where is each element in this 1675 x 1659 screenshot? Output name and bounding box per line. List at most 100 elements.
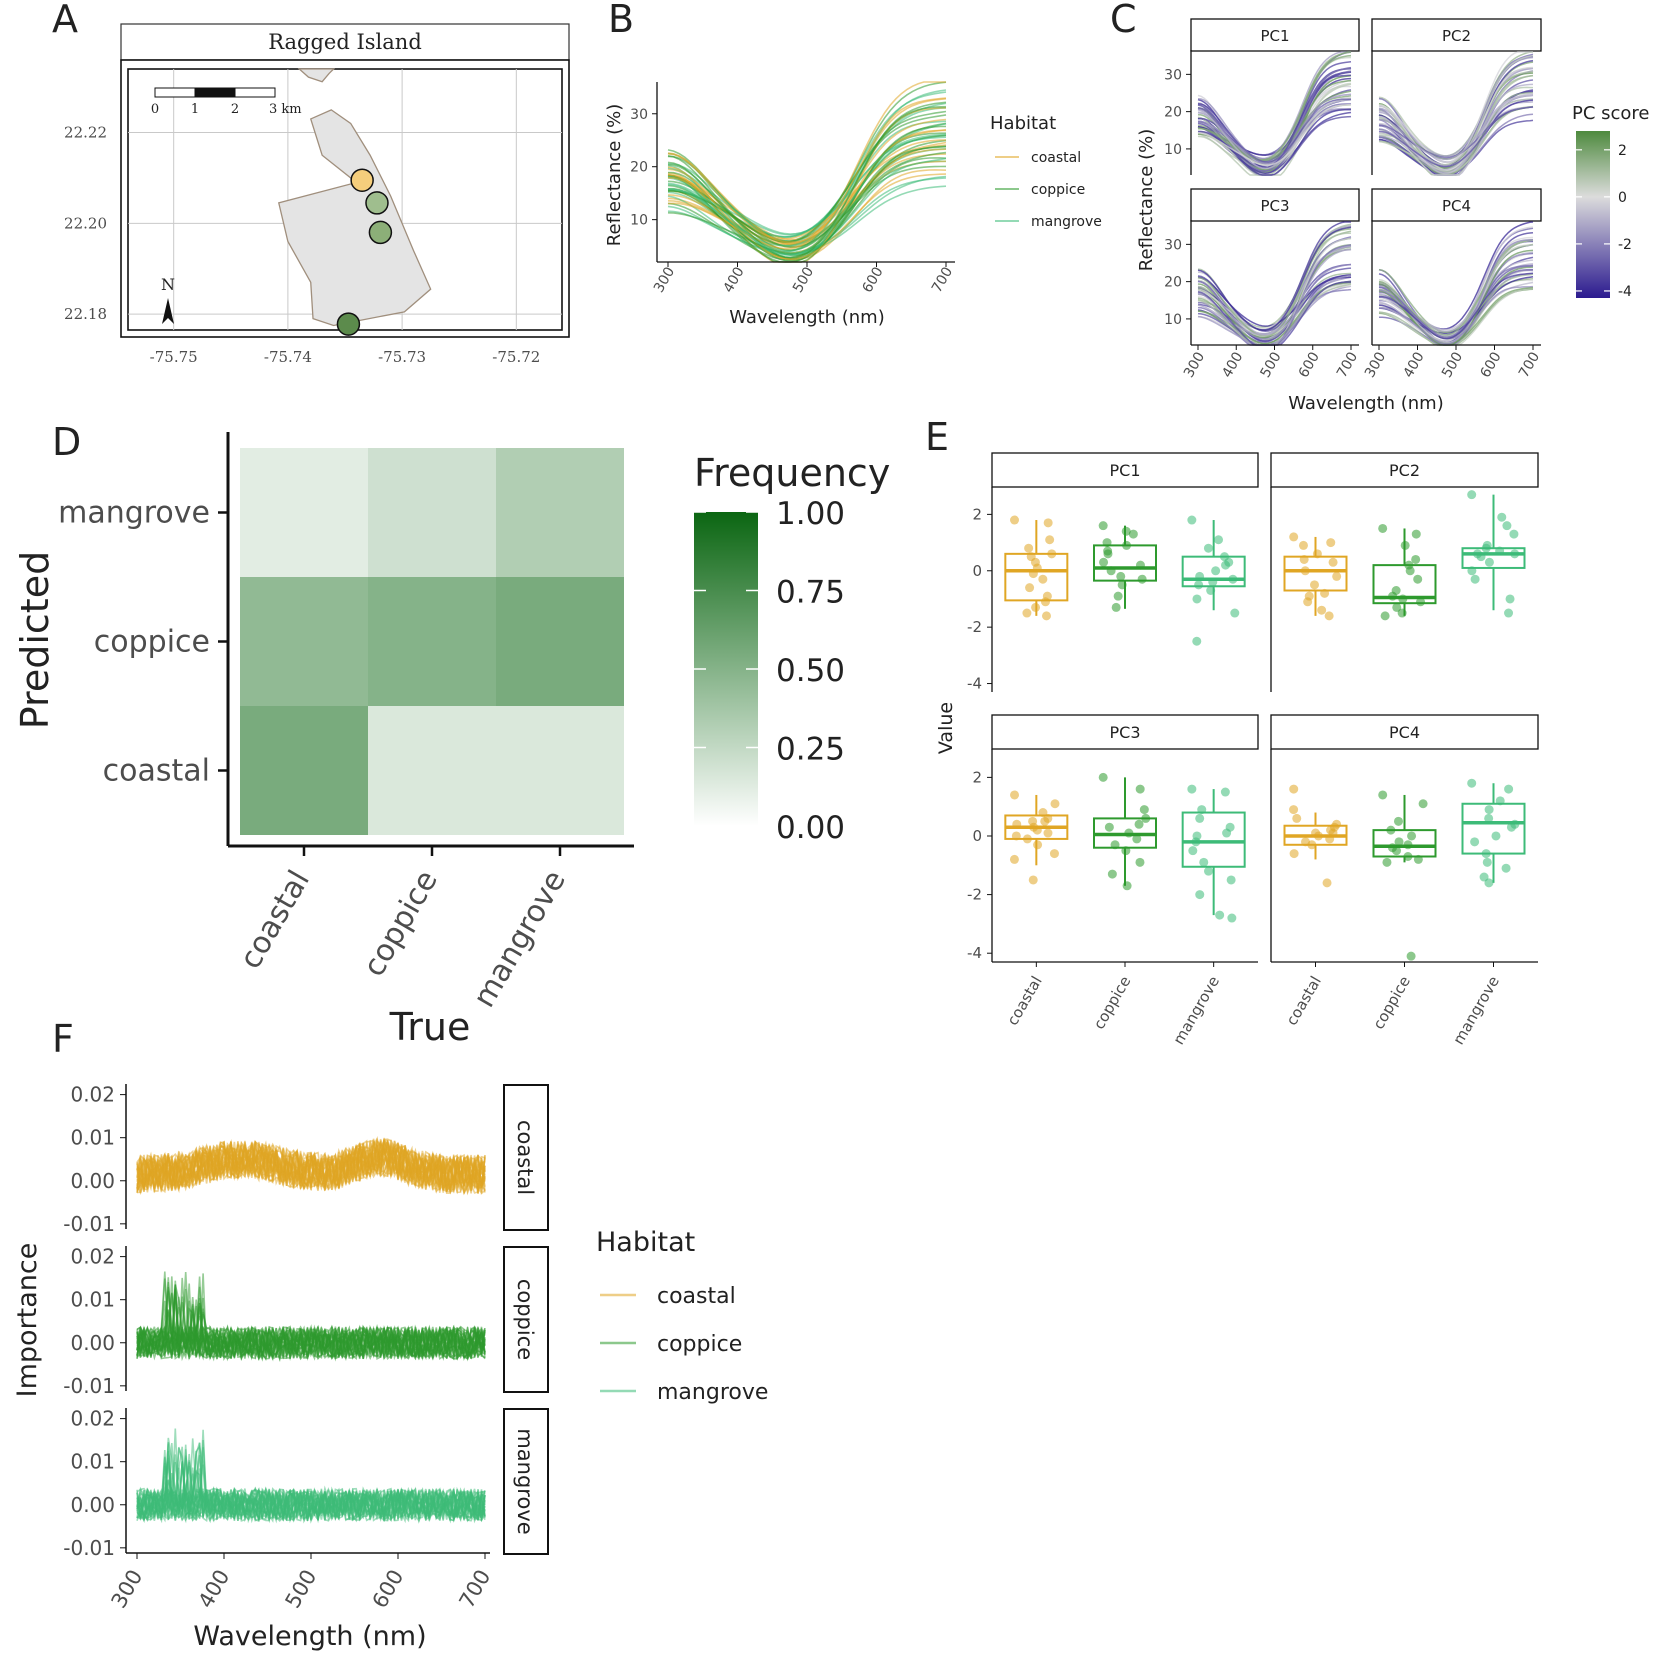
d-x-tick-label-mangrove: mangrove: [467, 865, 573, 1014]
e-point-0: [1098, 772, 1108, 782]
e-point-5: [1481, 543, 1491, 553]
e-point-13: [1121, 526, 1131, 536]
e-facet-PC4: PC4 coastal coppice mangrove: [1270, 714, 1539, 1048]
d-cell-coastal-coppice: [240, 577, 368, 706]
d-y-label: Predicted: [13, 551, 57, 729]
e-point-0: [1467, 490, 1477, 500]
c-curve-35: [1378, 239, 1534, 336]
e-box-body: [1004, 552, 1069, 602]
e-point-0: [1098, 521, 1108, 531]
d-x-tick-label-coastal: coastal: [233, 865, 317, 975]
e-point-9: [1204, 866, 1214, 876]
e-point-0: [1289, 532, 1299, 542]
e-point-3: [1411, 554, 1421, 564]
e-point-1: [1214, 535, 1224, 545]
island-polygon-0: [277, 109, 432, 327]
e-point-10: [1226, 875, 1236, 885]
e-y-tick-label-0: 2: [972, 505, 982, 523]
b-x-tick-label-3: 600: [859, 264, 886, 295]
e-facet-strip-PC1: [991, 452, 1259, 488]
d-legend-title: Frequency: [694, 451, 890, 495]
c-facet-PC1: PC1 10 20 30: [1164, 18, 1360, 176]
c-facet-label-PC3: PC3: [1260, 197, 1289, 215]
b-y-tick-label-2: 30: [630, 107, 648, 123]
e-point-3: [1141, 813, 1151, 823]
f-legend-title: Habitat: [596, 1227, 695, 1258]
f-x-tick-label-2: 500: [280, 1566, 321, 1613]
c-x-tick-label-1: 400: [1219, 349, 1246, 380]
e-point-11: [1040, 597, 1050, 607]
f-y-tick-label-1: 0.01: [70, 1450, 115, 1474]
c-y-tick-label-2: 30: [1164, 67, 1182, 83]
f-y-tick-label-3: -0.01: [63, 1212, 115, 1236]
e-point-0: [1467, 778, 1477, 788]
e-point-1: [1135, 784, 1145, 794]
e-point-9: [1022, 834, 1032, 844]
e-point-0: [1187, 784, 1197, 794]
e-facet-label-PC1: PC1: [1110, 461, 1141, 480]
site-point-1: [365, 191, 389, 215]
e-point-13: [1510, 819, 1520, 829]
e-point-11: [1470, 574, 1480, 584]
e-point-1: [1220, 787, 1230, 797]
b-curve-mangrove-35: [667, 177, 947, 256]
e-point-11: [1289, 849, 1299, 859]
c-y-tick-label-2: 30: [1164, 237, 1182, 253]
e-point-12: [1299, 554, 1309, 564]
e-x-tick-label-mangrove: mangrove: [1170, 973, 1224, 1048]
e-facet-label-PC4: PC4: [1389, 723, 1420, 742]
panel-label-b: B: [608, 0, 634, 41]
d-y-tick-label-coastal: coastal: [103, 754, 210, 789]
e-box-body: [1461, 802, 1526, 855]
e-point-9: [1135, 857, 1145, 867]
e-point-2: [1495, 796, 1505, 806]
d-x-label: True: [389, 1005, 471, 1049]
f-y-tick-label-0: 0.02: [70, 1083, 115, 1107]
map-x-tick-label-3: -75.72: [492, 348, 540, 366]
c-colorbar: [1576, 131, 1610, 298]
e-point-0: [1010, 515, 1020, 525]
map-x-tick-label-0: -75.75: [150, 348, 198, 366]
e-point-15: [1040, 816, 1050, 826]
c-curve-37: [1197, 99, 1352, 170]
e-point-5: [1300, 566, 1310, 576]
e-point-2: [1400, 540, 1410, 550]
e-point-12: [1215, 910, 1225, 920]
e-point-7: [1392, 846, 1402, 856]
e-point-2: [1502, 521, 1512, 531]
b-legend-label-coastal: coastal: [1031, 150, 1081, 166]
importance-panel: 0.02 0.01 0.00 -0.01 coastal 0.02 0.01 0.00 -0.0…: [12, 1083, 768, 1652]
c-colorbar-label-2: -2: [1618, 237, 1632, 253]
panel-label-c: C: [1110, 0, 1137, 41]
e-y-label: Value: [935, 702, 957, 754]
e-point-9: [1482, 857, 1492, 867]
d-cell-coppice-coastal: [368, 706, 496, 835]
e-x-tick-label-coppice: coppice: [1369, 973, 1414, 1032]
e-point-15: [1047, 549, 1057, 559]
e-point-3: [1195, 813, 1205, 823]
d-y-tick-label-mangrove: mangrove: [58, 496, 210, 531]
e-point-13: [1221, 560, 1231, 570]
e-facet-PC2: PC2: [1270, 452, 1539, 692]
e-y-tick-label-3: -4: [967, 675, 982, 693]
e-point-14: [1208, 577, 1218, 587]
confusion-heatmap-panel: coastal coppice mangrovecoastalcoppicemang…: [13, 432, 890, 1049]
c-curve-25: [1197, 248, 1352, 339]
scale-label-2: 2: [231, 102, 239, 117]
e-point-11: [1113, 591, 1123, 601]
f-curve-28: [136, 1293, 486, 1361]
e-point-4: [1104, 822, 1114, 832]
map-title-strip: [120, 23, 570, 61]
e-facet-label-PC3: PC3: [1110, 723, 1141, 742]
e-box-PC4-mangrove: [1461, 778, 1526, 888]
e-point-9: [1416, 597, 1426, 607]
e-x-tick-label-coastal: coastal: [1283, 973, 1325, 1028]
d-cell-coastal-mangrove: [240, 448, 368, 577]
c-x-tick-label-0: 300: [1181, 349, 1208, 380]
e-point-1: [1043, 518, 1053, 528]
e-box-PC3-mangrove: [1181, 784, 1246, 923]
c-curve-36: [1378, 106, 1533, 174]
e-point-3: [1122, 540, 1132, 550]
e-point-4: [1407, 831, 1417, 841]
f-curve-29: [136, 1428, 486, 1524]
